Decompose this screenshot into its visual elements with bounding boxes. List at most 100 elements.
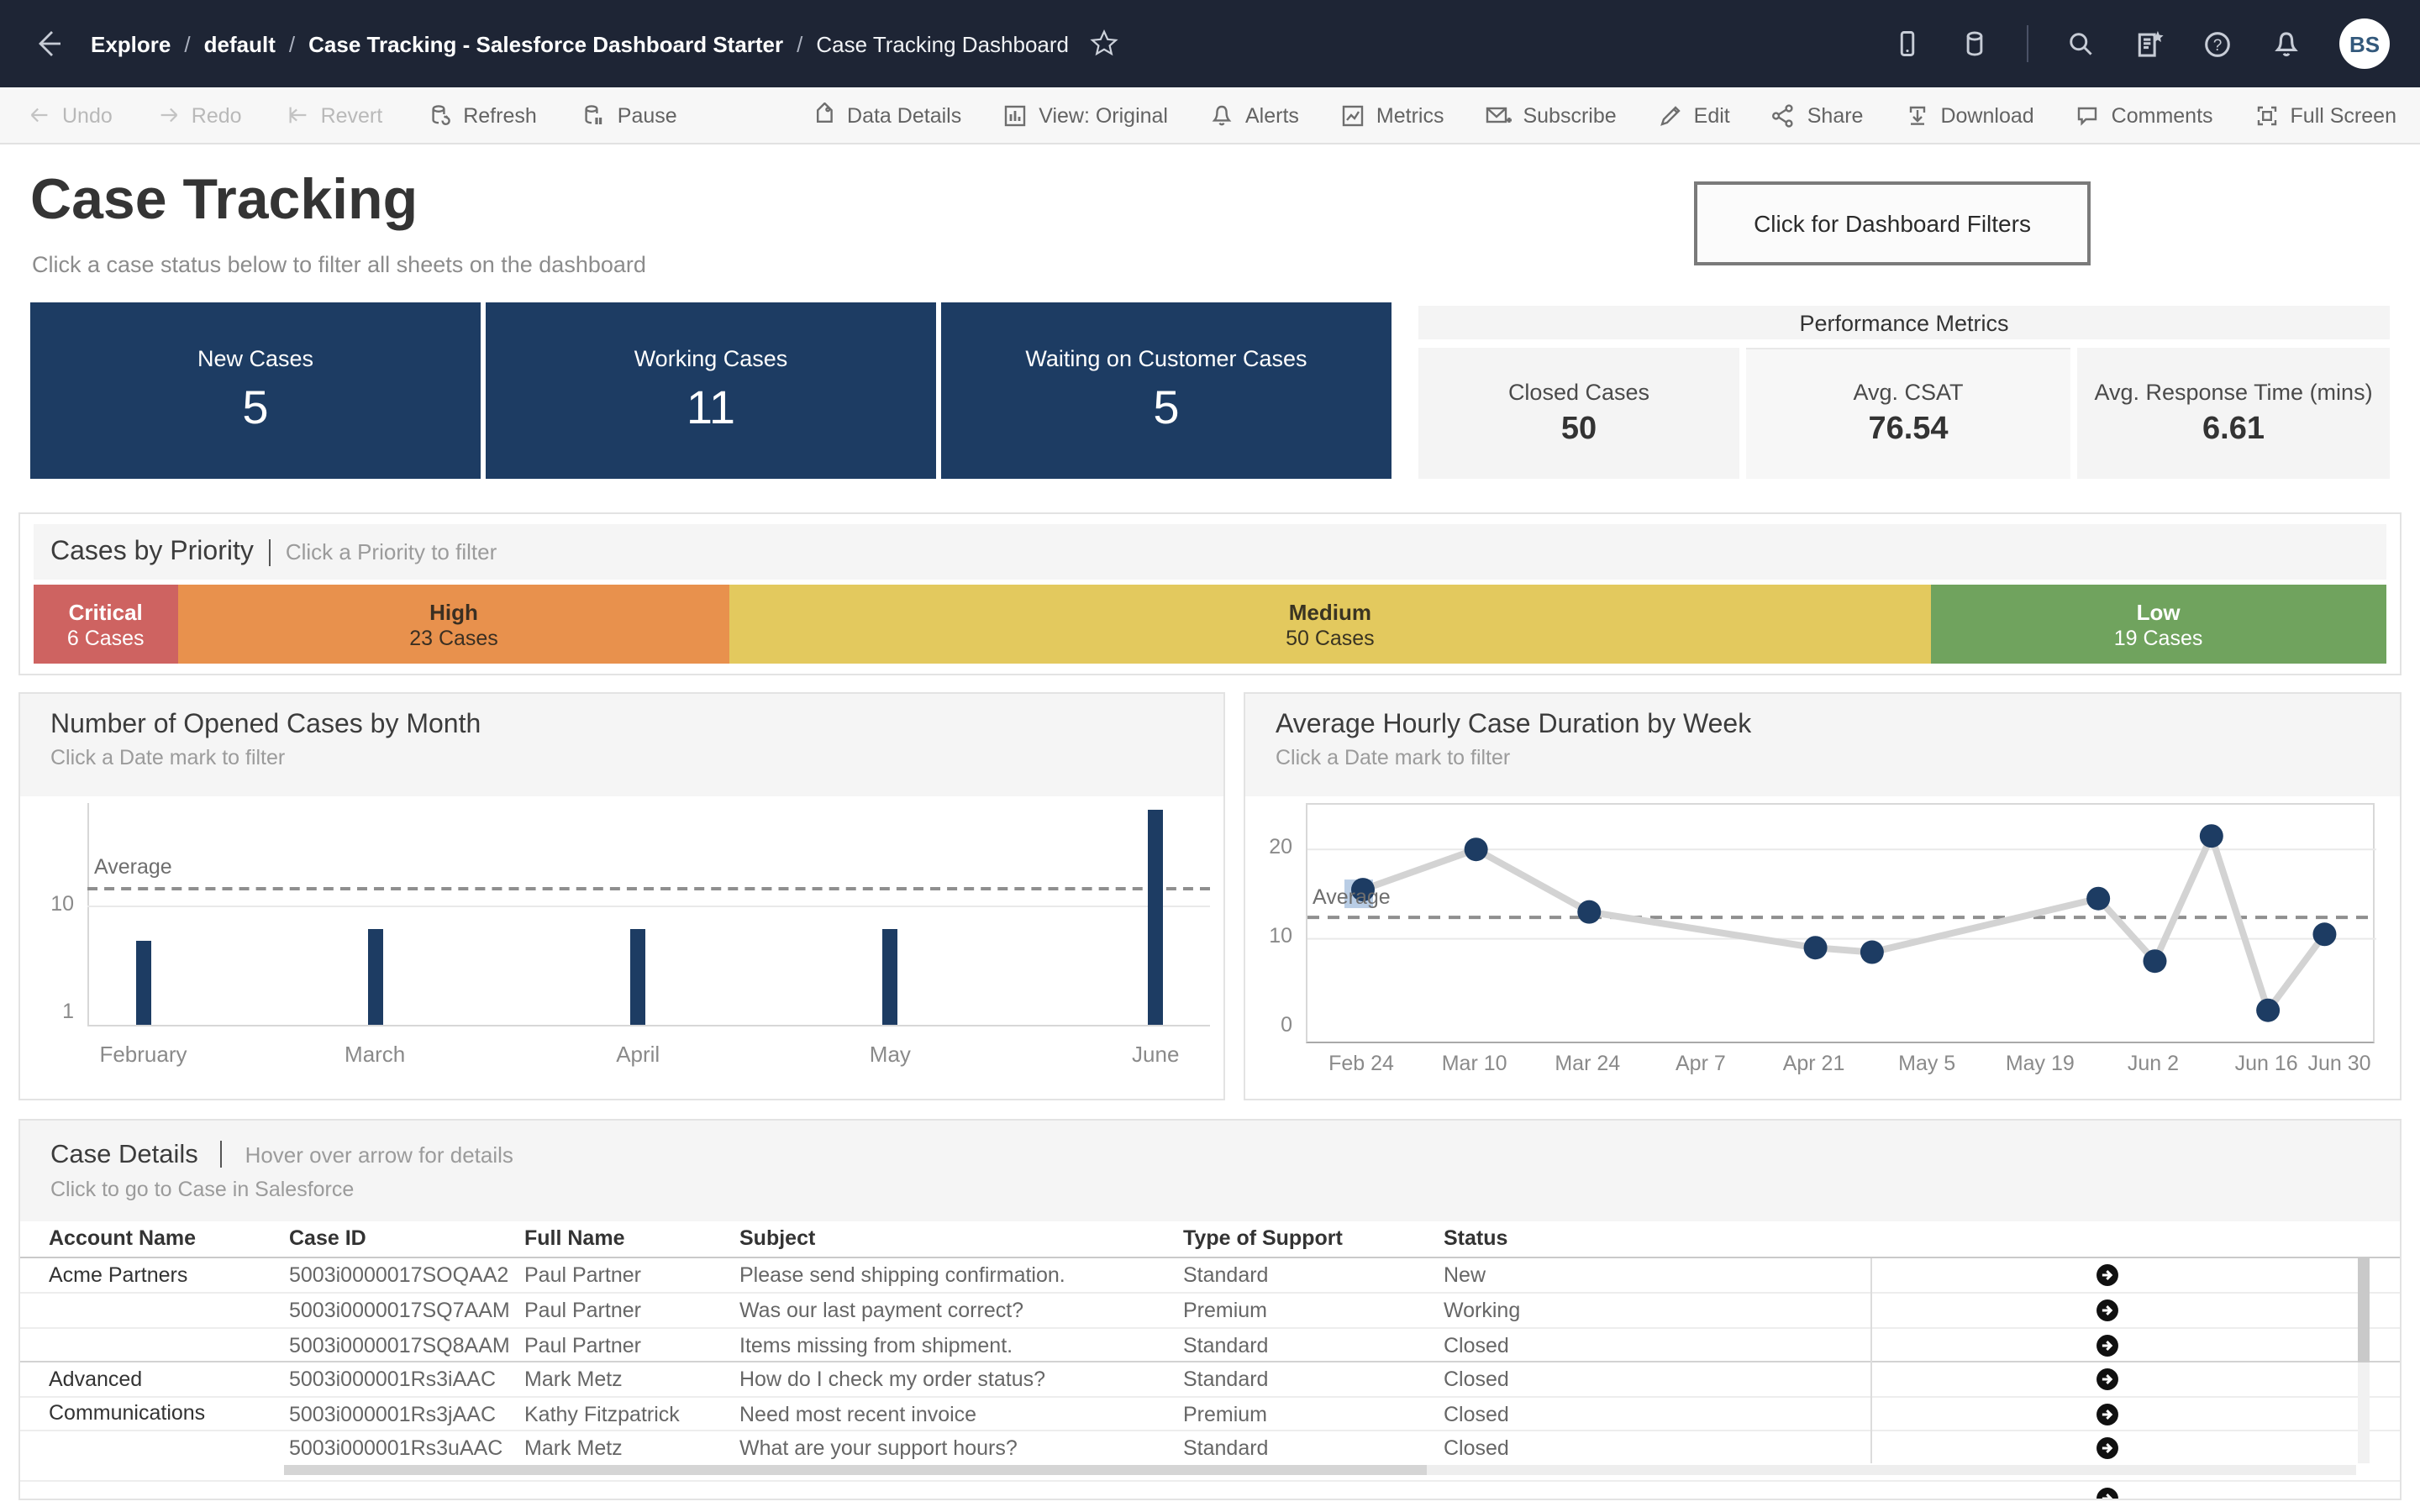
breadcrumb-project[interactable]: default bbox=[203, 31, 276, 56]
edit-button[interactable]: Edit bbox=[1657, 102, 1730, 129]
dashboard-content: Case Tracking Click a case status below … bbox=[0, 144, 2420, 1505]
dashboard-filters-button[interactable]: Click for Dashboard Filters bbox=[1694, 181, 2091, 265]
table-row[interactable]: Acme Partners 5003i0000017SOQAA2 Paul Part… bbox=[20, 1258, 2400, 1293]
open-in-salesforce-arrow-icon[interactable] bbox=[2096, 1263, 2119, 1287]
open-in-salesforce-arrow-icon[interactable] bbox=[2096, 1299, 2119, 1323]
toolbar-left-group: Undo Redo Revert Refresh Pause bbox=[27, 102, 677, 129]
line-mark-jun-23[interactable] bbox=[2312, 922, 2337, 947]
table-row-partial[interactable] bbox=[20, 1480, 2400, 1499]
device-preview-icon[interactable] bbox=[1892, 29, 1923, 59]
tag-icon bbox=[817, 102, 833, 122]
comments-icon bbox=[2078, 106, 2097, 125]
redo-button[interactable]: Redo bbox=[156, 102, 242, 128]
line-mark-jun-9[interactable] bbox=[2199, 824, 2223, 848]
user-avatar[interactable]: BS bbox=[2339, 18, 2390, 69]
subscribe-button[interactable]: Subscribe bbox=[1484, 102, 1617, 129]
metric-card-avg-csat[interactable]: Avg. CSAT 76.54 bbox=[1746, 348, 2070, 479]
column-header-type-of-support[interactable]: Type of Support bbox=[1183, 1226, 1343, 1250]
full-screen-button[interactable]: Full Screen bbox=[2254, 102, 2396, 129]
view-original-button[interactable]: View: Original bbox=[1002, 102, 1168, 129]
status-card-value: 11 bbox=[686, 381, 736, 433]
line-chart-title: Average Hourly Case Duration by Week bbox=[1276, 711, 1752, 739]
header-divider bbox=[220, 1141, 223, 1168]
alerts-button[interactable]: Alerts bbox=[1208, 102, 1299, 129]
bar-x-tick: June bbox=[1132, 1042, 1180, 1067]
status-card-working-cases[interactable]: Working Cases 11 bbox=[486, 302, 936, 479]
data-source-icon[interactable] bbox=[1960, 29, 1990, 59]
table-row[interactable]: 5003i000001Rs3jAAC Kathy Fitzpatrick Need … bbox=[20, 1395, 2400, 1430]
line-mark-apr-28[interactable] bbox=[1860, 940, 1884, 964]
bar-mark-may[interactable] bbox=[882, 929, 898, 1025]
column-header-account-name[interactable]: Account Name bbox=[49, 1226, 197, 1250]
refresh-button[interactable]: Refresh bbox=[426, 102, 537, 129]
table-vertical-scrollbar-thumb[interactable] bbox=[2358, 1258, 2370, 1362]
favorites-list-icon[interactable] bbox=[2133, 28, 2165, 60]
line-mark-apr-21[interactable] bbox=[1803, 936, 1828, 960]
cell-account-name: Advanced Communications bbox=[49, 1368, 206, 1425]
status-card-waiting-on-customer-cases[interactable]: Waiting on Customer Cases 5 bbox=[941, 302, 1392, 479]
table-row[interactable]: Advanced Communications 5003i000001Rs3iAA… bbox=[20, 1361, 2400, 1425]
favorite-star-icon[interactable] bbox=[1089, 29, 1119, 59]
line-mark-may-26[interactable] bbox=[2086, 886, 2111, 911]
priority-label: Medium bbox=[1288, 599, 1371, 624]
line-mark-mar-10[interactable] bbox=[1464, 837, 1488, 862]
column-header-case-id[interactable]: Case ID bbox=[289, 1226, 366, 1250]
priority-segment-high[interactable]: High 23 Cases bbox=[177, 585, 730, 664]
metric-card-closed-cases[interactable]: Closed Cases 50 bbox=[1418, 348, 1739, 479]
table-horizontal-scrollbar-thumb[interactable] bbox=[284, 1465, 1427, 1476]
bar-y-axis bbox=[87, 803, 89, 1025]
priority-segment-medium[interactable]: Medium 50 Cases bbox=[729, 585, 1931, 664]
line-x-tick: Apr 7 bbox=[1676, 1052, 1726, 1075]
table-row[interactable]: 5003i0000017SQ8AAM Paul Partner Items miss… bbox=[20, 1326, 2400, 1362]
open-in-salesforce-arrow-icon[interactable] bbox=[2096, 1334, 2119, 1357]
share-button[interactable]: Share bbox=[1770, 102, 1863, 129]
open-in-salesforce-arrow-icon[interactable] bbox=[2096, 1436, 2119, 1460]
back-icon[interactable] bbox=[20, 15, 77, 72]
breadcrumb-workbook[interactable]: Case Tracking - Salesforce Dashboard Sta… bbox=[308, 31, 784, 56]
breadcrumb-separator bbox=[797, 31, 802, 56]
priority-segment-critical[interactable]: Critical 6 Cases bbox=[34, 585, 178, 664]
data-details-button[interactable]: Data Details bbox=[810, 102, 961, 129]
priority-label: Low bbox=[2136, 599, 2181, 624]
open-in-salesforce-arrow-icon[interactable] bbox=[2096, 1402, 2119, 1425]
bar-average-line bbox=[87, 887, 1210, 891]
cell-type-of-support: Standard bbox=[1183, 1333, 1269, 1357]
priority-segment-low[interactable]: Low 19 Cases bbox=[1930, 585, 2386, 664]
open-in-salesforce-arrow-icon[interactable] bbox=[2096, 1488, 2119, 1499]
notifications-bell-icon[interactable] bbox=[2270, 28, 2302, 60]
help-icon[interactable]: ? bbox=[2202, 28, 2233, 60]
download-button[interactable]: Download bbox=[1903, 102, 2034, 129]
table-row[interactable]: 5003i0000017SQ7AAM Paul Partner Was our la… bbox=[20, 1292, 2400, 1327]
line-mark-jun-2[interactable] bbox=[2143, 949, 2167, 974]
topbar-actions: ? BS bbox=[1892, 18, 2390, 69]
revert-button[interactable]: Revert bbox=[286, 102, 382, 128]
bar-mark-february[interactable] bbox=[135, 941, 151, 1025]
open-in-salesforce-arrow-icon[interactable] bbox=[2096, 1368, 2119, 1391]
line-mark-feb-24[interactable] bbox=[1351, 878, 1375, 902]
search-icon[interactable] bbox=[2065, 29, 2096, 59]
line-mark-jun-16[interactable] bbox=[2256, 998, 2281, 1022]
comments-button[interactable]: Comments bbox=[2075, 102, 2213, 129]
metrics-button[interactable]: Metrics bbox=[1339, 102, 1444, 129]
view-icon bbox=[1005, 104, 1026, 126]
line-mark-mar-24[interactable] bbox=[1577, 900, 1602, 924]
column-header-status[interactable]: Status bbox=[1444, 1226, 1508, 1250]
refresh-icon bbox=[431, 104, 450, 124]
breadcrumb-explore[interactable]: Explore bbox=[91, 31, 171, 56]
undo-button[interactable]: Undo bbox=[27, 102, 113, 128]
line-x-tick: Mar 10 bbox=[1441, 1052, 1507, 1075]
table-row[interactable]: 5003i000001Rs3uAAC Mark Metz What are your… bbox=[20, 1430, 2400, 1464]
cell-status: Working bbox=[1444, 1299, 1521, 1323]
bar-mark-april[interactable] bbox=[630, 929, 646, 1025]
metric-card-avg-response-time-mins-[interactable]: Avg. Response Time (mins) 6.61 bbox=[2077, 348, 2390, 479]
pause-button[interactable]: Pause bbox=[581, 102, 677, 129]
cell-type-of-support: Standard bbox=[1183, 1263, 1269, 1287]
bar-x-tick: May bbox=[869, 1042, 911, 1067]
top-navigation-bar: Explore default Case Tracking - Salesfor… bbox=[0, 0, 2420, 87]
status-card-new-cases[interactable]: New Cases 5 bbox=[30, 302, 481, 479]
case-details-card: Case Details Hover over arrow for detail… bbox=[18, 1119, 2402, 1500]
bar-mark-march[interactable] bbox=[367, 929, 383, 1025]
column-header-subject[interactable]: Subject bbox=[739, 1226, 816, 1250]
bar-mark-june[interactable] bbox=[1148, 810, 1164, 1025]
column-header-full-name[interactable]: Full Name bbox=[524, 1226, 625, 1250]
